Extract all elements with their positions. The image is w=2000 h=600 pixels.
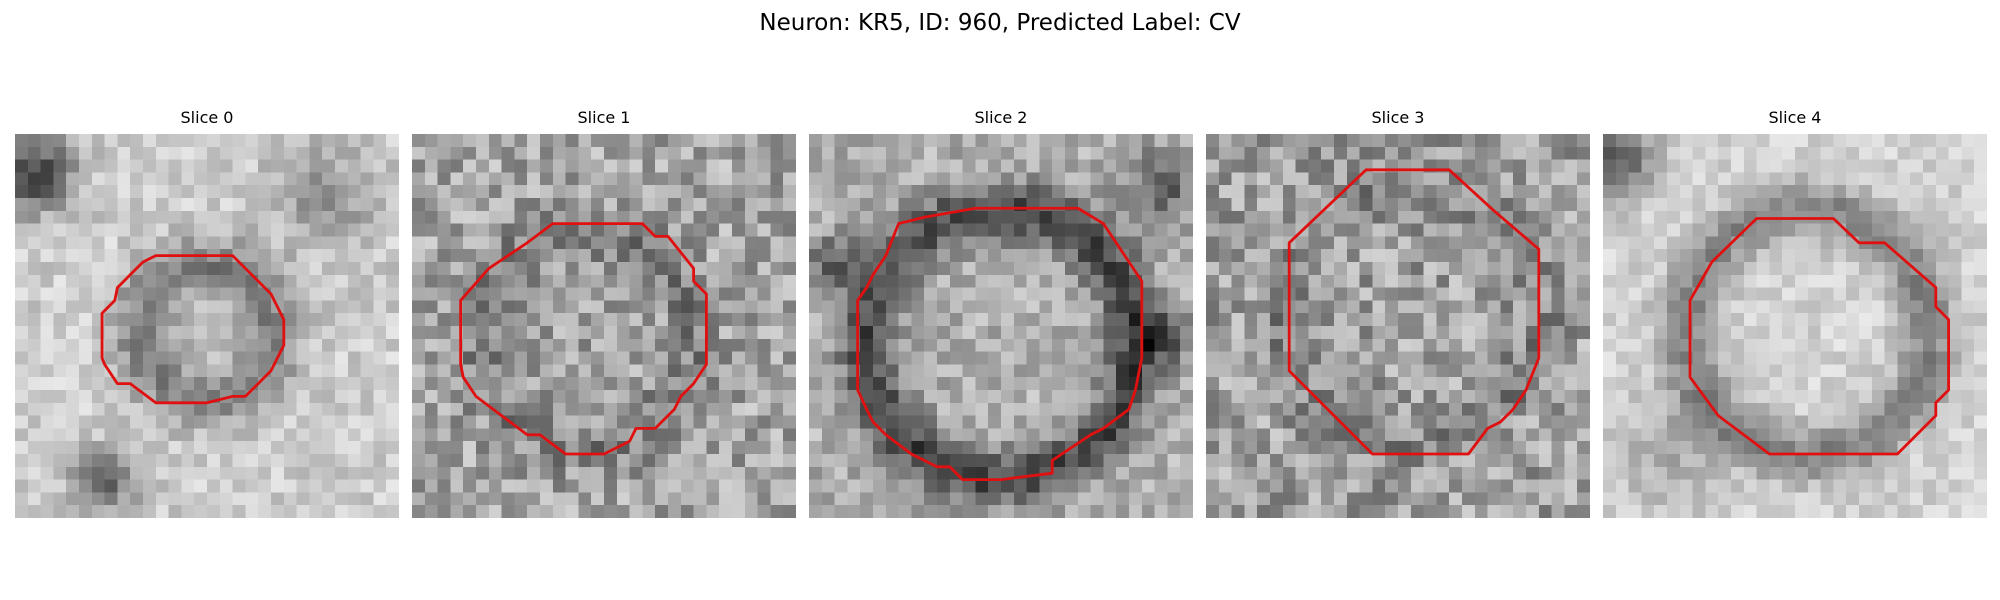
slice-title: Slice 3 [1371, 108, 1425, 127]
slice-image-1 [412, 134, 796, 518]
pixel-grid [809, 134, 1193, 518]
slice-image-3 [1206, 134, 1590, 518]
slice-panel-2: Slice 2 [809, 108, 1193, 518]
pixel-grid [1603, 134, 1987, 518]
slice-image-0 [15, 134, 399, 518]
figure-title: Neuron: KR5, ID: 960, Predicted Label: C… [759, 10, 1241, 36]
slice-panel-1: Slice 1 [412, 108, 796, 518]
pixel-grid [15, 134, 399, 518]
segmentation-contour [1688, 217, 1951, 456]
slice-image-2 [809, 134, 1193, 518]
slice-title: Slice 1 [577, 108, 631, 127]
slice-panel-4: Slice 4 [1603, 108, 1987, 518]
segmentation-contour [1287, 168, 1541, 456]
segmentation-contour [459, 222, 708, 456]
pixel-grid [1206, 134, 1590, 518]
segmentation-contour [856, 206, 1144, 482]
slice-title: Slice 2 [974, 108, 1028, 127]
slice-title: Slice 4 [1768, 108, 1822, 127]
segmentation-contour [100, 254, 286, 405]
slice-image-4 [1603, 134, 1987, 518]
pixel-grid [412, 134, 796, 518]
slice-panel-0: Slice 0 [15, 108, 399, 518]
slice-title: Slice 0 [180, 108, 234, 127]
slice-panel-3: Slice 3 [1206, 108, 1590, 518]
